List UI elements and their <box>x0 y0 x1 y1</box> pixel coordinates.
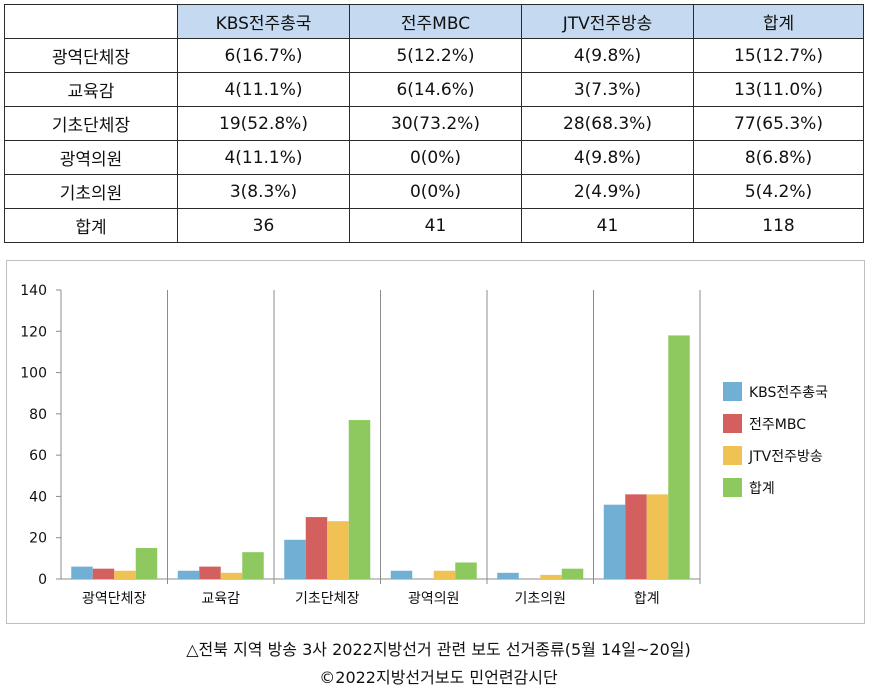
bar-1-3 <box>242 552 264 579</box>
bar-0-0 <box>71 566 93 579</box>
table-cell: 28(68.3%) <box>521 106 694 141</box>
table-cell: 118 <box>693 208 864 243</box>
bar-1-1 <box>199 566 221 579</box>
bar-4-3 <box>561 568 584 579</box>
table-cell: 77(65.3%) <box>693 106 864 141</box>
table-cell: 2(4.9%) <box>521 174 694 209</box>
table-cell: 4(9.8%) <box>521 140 694 175</box>
bar-3-3 <box>455 562 477 579</box>
bar-3-0 <box>390 570 413 579</box>
bar-2-0 <box>284 539 306 579</box>
table-cell: 0(0%) <box>349 174 522 209</box>
bar-5-0 <box>603 504 626 579</box>
table-cell: 3(8.3%) <box>177 174 350 209</box>
x-tick-label: 합계 <box>634 591 660 607</box>
table-cell: 4(11.1%) <box>177 72 350 107</box>
bar-3-2 <box>433 570 456 579</box>
bar-5-2 <box>646 494 669 579</box>
bar-1-2 <box>220 572 243 579</box>
table-cell: 5(12.2%) <box>349 38 522 73</box>
table-header-corner <box>4 4 178 39</box>
bar-2-1 <box>305 517 328 579</box>
table-cell: 19(52.8%) <box>177 106 350 141</box>
y-tick-label: 40 <box>29 489 47 505</box>
bar-0-3 <box>135 548 158 579</box>
legend-label: JTV전주방송 <box>748 449 823 465</box>
table-cell: 5(4.2%) <box>693 174 864 209</box>
table-row: 기초의원 3(8.3%) 0(0%) 2(4.9%) 5(4.2%) <box>4 174 864 209</box>
table-cell: 15(12.7%) <box>693 38 864 73</box>
table-row: 광역단체장 6(16.7%) 5(12.2%) 4(9.8%) 15(12.7%) <box>4 38 864 73</box>
x-tick-label: 기초의원 <box>514 591 566 607</box>
table-cell: 4(9.8%) <box>521 38 694 73</box>
table-row-label: 합계 <box>4 208 178 243</box>
table-cell: 4(11.1%) <box>177 140 350 175</box>
table-cell: 30(73.2%) <box>349 106 522 141</box>
table-header-jtv: JTV전주방송 <box>521 4 694 39</box>
bar-5-3 <box>668 335 690 579</box>
table-cell: 3(7.3%) <box>521 72 694 107</box>
x-tick-label: 광역단체장 <box>82 591 147 607</box>
y-tick-label: 60 <box>29 448 47 464</box>
table-row: 기초단체장 19(52.8%) 30(73.2%) 28(68.3%) 77(65.3%… <box>4 106 864 141</box>
caption-line-1: △전북 지역 방송 3사 2022지방선거 관련 보도 선거종류(5월 14일~… <box>186 640 691 659</box>
table-row: 교육감 4(11.1%) 6(14.6%) 3(7.3%) 13(11.0%) <box>4 72 864 107</box>
legend-label: 전주MBC <box>749 417 806 433</box>
bar-chart-svg: 0 20 40 60 80 100 120 140 광역단체장 교육감 기초단체장 광역의원 기초의원… <box>20 283 828 607</box>
bar-4-0 <box>497 572 519 579</box>
table-header-mbc: 전주MBC <box>349 4 522 39</box>
table-header-row: KBS전주총국 전주MBC JTV전주방송 합계 <box>4 4 864 39</box>
summary-table: KBS전주총국 전주MBC JTV전주방송 합계 광역단체장 6(16.7%) 5(… <box>4 4 864 243</box>
table-row-label: 기초의원 <box>4 174 178 209</box>
bar-2-3 <box>348 420 371 579</box>
bar-chart: 0 20 40 60 80 100 120 140 광역단체장 교육감 기초단체장 광역의원 기초의원… <box>6 260 865 624</box>
table-row-label: 기초단체장 <box>4 106 178 141</box>
table-cell: 13(11.0%) <box>693 72 864 107</box>
y-tick-label: 0 <box>38 572 47 588</box>
bar-0-2 <box>114 570 136 579</box>
legend-label: 합계 <box>749 481 775 497</box>
table-header-total: 합계 <box>693 4 864 39</box>
y-tick-label: 100 <box>20 366 47 382</box>
bar-0-1 <box>92 568 115 579</box>
table-body: 광역단체장 6(16.7%) 5(12.2%) 4(9.8%) 15(12.7%) 교육감… <box>4 38 864 243</box>
bar-1-0 <box>177 570 200 579</box>
table-header-kbs: KBS전주총국 <box>177 4 350 39</box>
caption-line-2: ©2022지방선거보도 민언련감시단 <box>319 668 558 687</box>
legend-swatch <box>723 414 742 433</box>
bar-4-2 <box>540 574 562 579</box>
y-tick-label: 140 <box>20 283 47 299</box>
table-row-label: 광역단체장 <box>4 38 178 73</box>
x-tick-label: 교육감 <box>201 591 240 607</box>
legend-swatch <box>723 478 742 497</box>
table-cell: 6(16.7%) <box>177 38 350 73</box>
table-row-label: 광역의원 <box>4 140 178 175</box>
table-cell: 8(6.8%) <box>693 140 864 175</box>
table-row: 합계 36 41 41 118 <box>4 208 864 243</box>
legend-swatch <box>723 446 742 465</box>
bar-5-1 <box>625 494 647 579</box>
table-cell: 6(14.6%) <box>349 72 522 107</box>
table-cell: 0(0%) <box>349 140 522 175</box>
legend-label: KBS전주총국 <box>749 385 828 401</box>
legend-swatch <box>723 382 742 401</box>
table-cell: 41 <box>349 208 522 243</box>
y-tick-label: 80 <box>29 407 47 423</box>
table-row: 광역의원 4(11.1%) 0(0%) 4(9.8%) 8(6.8%) <box>4 140 864 175</box>
x-tick-label: 광역의원 <box>408 591 460 607</box>
table-row-label: 교육감 <box>4 72 178 107</box>
bar-2-2 <box>327 521 349 579</box>
x-tick-label: 기초단체장 <box>295 591 360 607</box>
y-tick-label: 20 <box>29 531 47 547</box>
table-cell: 41 <box>521 208 694 243</box>
table-cell: 36 <box>177 208 350 243</box>
y-tick-label: 120 <box>20 324 47 340</box>
